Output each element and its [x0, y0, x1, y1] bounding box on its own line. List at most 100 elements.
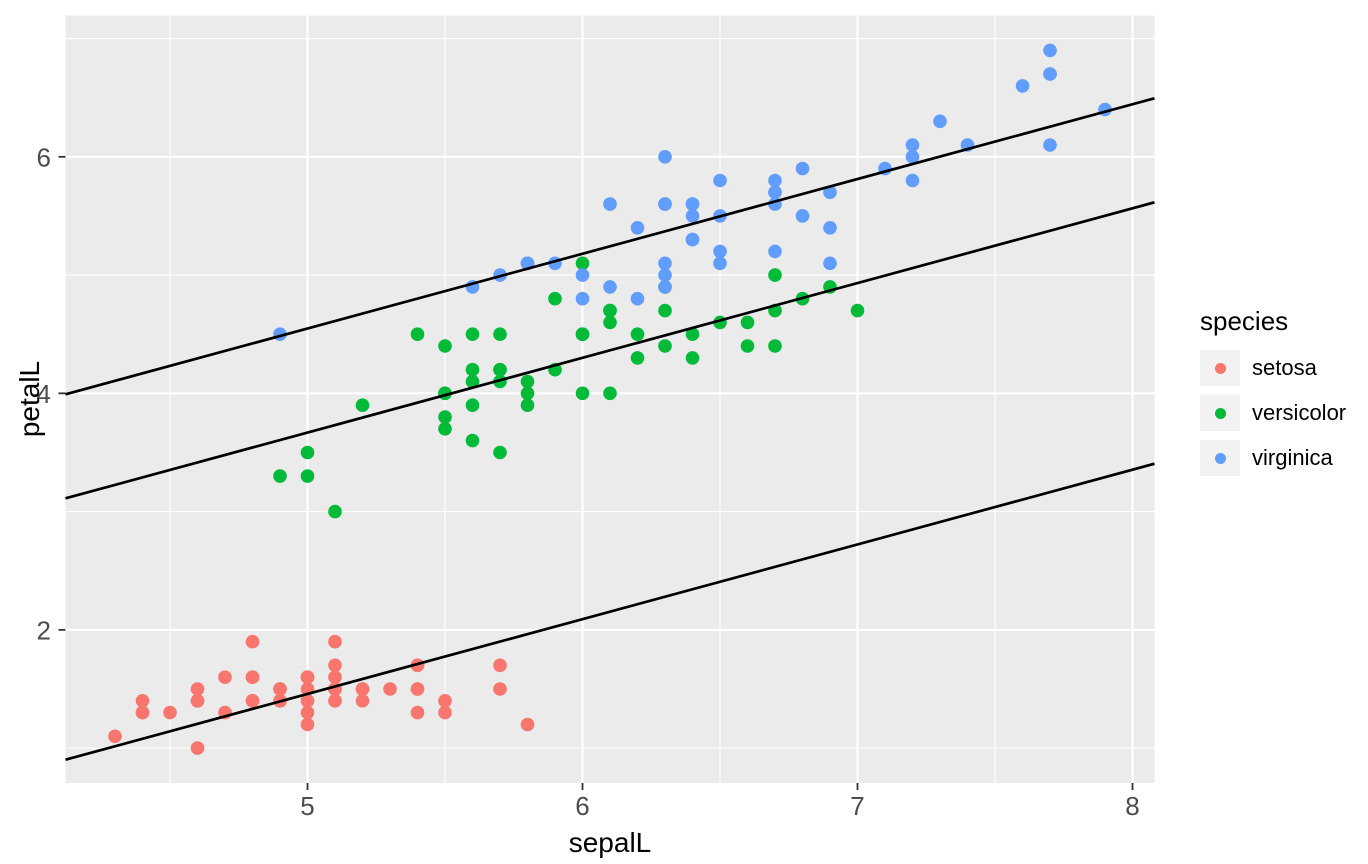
point-virginica [713, 244, 727, 259]
point-versicolor [438, 339, 452, 353]
point-setosa [300, 694, 315, 708]
point-setosa [190, 741, 205, 755]
legend-label-virginica: virginica [1252, 445, 1333, 470]
point-versicolor [575, 386, 590, 401]
point-virginica [603, 197, 617, 211]
point-versicolor [603, 315, 617, 330]
point-versicolor [850, 303, 865, 318]
point-virginica [823, 185, 837, 200]
point-virginica [905, 173, 920, 188]
point-setosa [163, 705, 177, 720]
point-versicolor [465, 433, 480, 448]
point-versicolor [493, 327, 507, 342]
point-setosa [300, 717, 315, 732]
point-versicolor [575, 256, 590, 271]
y-tick-label: 2 [37, 615, 51, 645]
point-virginica [658, 256, 672, 271]
setosa-dot-icon [1214, 362, 1226, 374]
point-versicolor [520, 374, 535, 389]
point-versicolor [355, 398, 370, 413]
point-setosa [273, 682, 287, 696]
point-virginica [905, 138, 920, 152]
point-virginica [1043, 67, 1057, 81]
point-setosa [438, 705, 452, 720]
point-virginica [795, 209, 810, 223]
point-setosa [108, 729, 122, 744]
point-versicolor [438, 422, 452, 436]
x-tick-label: 7 [850, 791, 864, 821]
point-virginica [1015, 79, 1030, 93]
legend-key-versicolor [1200, 395, 1240, 431]
y-tick-labels: 2 4 6 [37, 142, 51, 645]
point-versicolor [768, 268, 782, 282]
point-virginica [685, 209, 700, 223]
point-virginica [933, 114, 947, 129]
point-virginica [768, 244, 782, 259]
point-setosa [438, 694, 452, 708]
point-versicolor [603, 303, 617, 318]
x-axis-title: sepalL [569, 827, 652, 858]
point-virginica [658, 150, 672, 164]
point-setosa [328, 694, 342, 708]
point-versicolor [465, 362, 480, 377]
point-versicolor [548, 291, 562, 306]
point-setosa [493, 682, 507, 696]
legend-item-virginica: virginica [1200, 440, 1346, 476]
point-versicolor [493, 445, 507, 460]
legend: species setosa versicolor virginica [1200, 306, 1346, 485]
x-tick-label: 6 [575, 791, 589, 821]
point-virginica [713, 173, 727, 188]
point-virginica [603, 280, 617, 294]
point-versicolor [685, 327, 700, 342]
point-versicolor [768, 339, 782, 353]
point-versicolor [740, 339, 755, 353]
legend-label-setosa: setosa [1252, 355, 1317, 380]
point-setosa [300, 705, 315, 720]
point-setosa [190, 694, 205, 708]
point-virginica [1043, 138, 1057, 152]
legend-label-versicolor: versicolor [1252, 400, 1347, 425]
y-axis-title: petalL [14, 361, 45, 437]
point-setosa [300, 670, 315, 684]
point-versicolor [685, 351, 700, 365]
plot-panel: 5 6 7 8 2 4 6 [37, 15, 1155, 821]
point-setosa [245, 670, 260, 684]
point-versicolor [328, 504, 342, 519]
point-virginica [823, 221, 837, 235]
virginica-dot-icon [1214, 452, 1226, 464]
point-versicolor [740, 315, 755, 330]
point-versicolor [630, 351, 645, 365]
point-setosa [410, 705, 425, 720]
point-setosa [135, 705, 150, 720]
point-setosa [190, 682, 205, 696]
x-tick-labels: 5 6 7 8 [300, 791, 1139, 821]
point-versicolor [520, 398, 535, 413]
legend-item-setosa: setosa [1200, 350, 1346, 386]
point-virginica [795, 161, 810, 176]
point-versicolor [273, 469, 287, 483]
point-versicolor [658, 303, 672, 318]
x-tick-label: 5 [300, 791, 314, 821]
y-tick-label: 6 [37, 142, 51, 172]
point-setosa [355, 694, 370, 708]
point-versicolor [658, 339, 672, 353]
legend-key-virginica [1200, 440, 1240, 476]
setosa-fit-line [65, 462, 1155, 762]
versicolor-fit-line [65, 201, 1155, 500]
point-virginica [768, 173, 782, 188]
point-setosa [328, 670, 342, 684]
point-versicolor [630, 327, 645, 342]
point-versicolor [410, 327, 425, 342]
point-setosa [218, 670, 232, 684]
point-virginica [630, 291, 645, 306]
point-virginica [768, 185, 782, 200]
y-tick-label: 4 [37, 379, 51, 409]
point-virginica [905, 150, 920, 164]
point-versicolor [438, 410, 452, 424]
point-versicolor [465, 398, 480, 413]
point-versicolor [300, 445, 315, 460]
point-versicolor [300, 469, 315, 483]
point-virginica [685, 197, 700, 211]
point-virginica [658, 268, 672, 282]
